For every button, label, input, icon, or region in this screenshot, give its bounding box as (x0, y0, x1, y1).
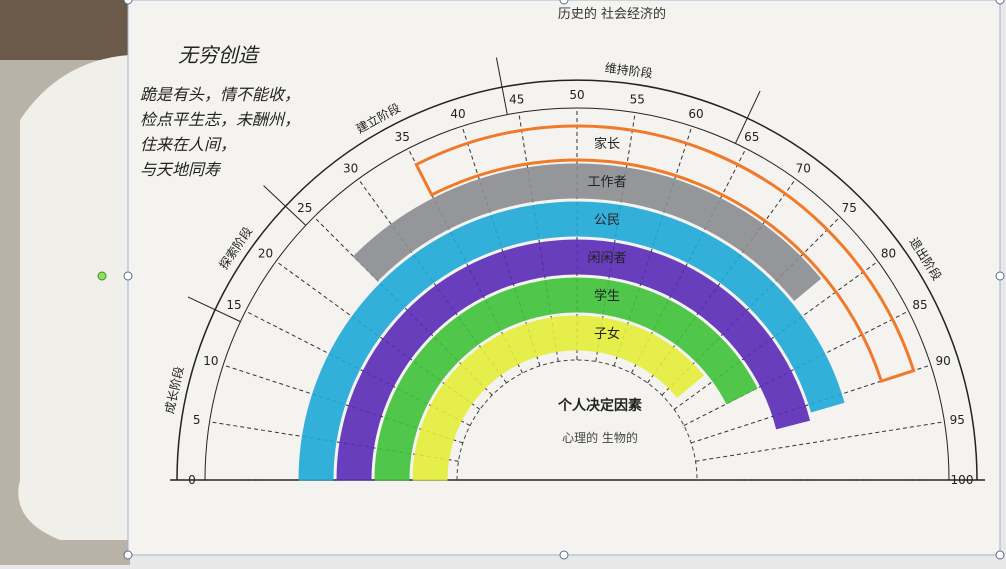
selection-handles (97, 0, 1005, 560)
note-line: 跪是有头，情不能收， (140, 85, 300, 104)
note-line: 检点平生志，未酬州， (140, 110, 300, 129)
role-band (374, 277, 758, 481)
resize-handle[interactable] (123, 550, 133, 560)
tick-line (695, 421, 945, 462)
background-paper (18, 55, 130, 540)
tick-label: 45 (509, 93, 524, 107)
role-band (336, 239, 811, 481)
role-label: 学生 (594, 288, 620, 304)
resize-handle[interactable] (559, 550, 569, 560)
rotate-handle[interactable] (97, 271, 107, 281)
stage-label: 维持阶段 (604, 60, 654, 81)
tick-label: 55 (630, 93, 645, 107)
role-label: 家长 (594, 136, 620, 152)
tick-label: 25 (297, 201, 312, 215)
tick-label: 65 (744, 130, 759, 144)
role-label: 子女 (594, 326, 620, 342)
stage-boundary (187, 296, 241, 323)
note-line: 与天地同寿 (140, 160, 222, 179)
resize-handle[interactable] (123, 0, 133, 5)
tick-label: 85 (912, 298, 927, 312)
role-label: 闲闲者 (587, 251, 626, 266)
tick-label: 80 (881, 247, 896, 261)
resize-handle[interactable] (995, 0, 1005, 5)
stage-boundary (734, 90, 761, 144)
role-label: 工作者 (587, 175, 626, 190)
selected-image[interactable] (127, 0, 1001, 556)
tick-label: 30 (343, 162, 358, 176)
role-band (352, 163, 822, 301)
tick-label: 10 (203, 354, 218, 368)
tick-arc (204, 107, 950, 481)
center-subtitle: 心理的 生物的 (562, 430, 638, 445)
role-label: 公民 (594, 213, 620, 228)
inner-arc (456, 359, 698, 481)
tick-label: 70 (796, 162, 811, 176)
role-band (414, 124, 916, 384)
tick-label: 35 (395, 130, 410, 144)
note-title: 无穷创造 (178, 43, 260, 67)
resize-handle[interactable] (123, 271, 133, 281)
tick-label: 0 (188, 473, 196, 487)
role-band (412, 315, 705, 481)
stage-boundary (495, 57, 508, 115)
tick-label: 95 (950, 413, 965, 427)
tick-label: 50 (569, 88, 584, 102)
outer-arc (176, 79, 978, 481)
resize-handle[interactable] (995, 271, 1005, 281)
resize-handle[interactable] (559, 0, 569, 5)
tick-label: 15 (226, 298, 241, 312)
note-line: 住来在人间， (140, 135, 236, 154)
tick-label: 90 (936, 354, 951, 368)
tick-label: 40 (450, 107, 465, 121)
center-title: 个人决定因素 (557, 397, 642, 414)
tick-label: 20 (258, 247, 273, 261)
resize-handle[interactable] (995, 550, 1005, 560)
role-band (298, 201, 845, 481)
tick-label: 75 (842, 201, 857, 215)
stage-boundary (263, 185, 307, 226)
tick-label: 60 (688, 107, 703, 121)
background-photo (0, 0, 130, 60)
tick-label: 100 (951, 473, 974, 487)
tick-label: 5 (193, 413, 201, 427)
header: 历史的 社会经济的 (558, 6, 666, 22)
